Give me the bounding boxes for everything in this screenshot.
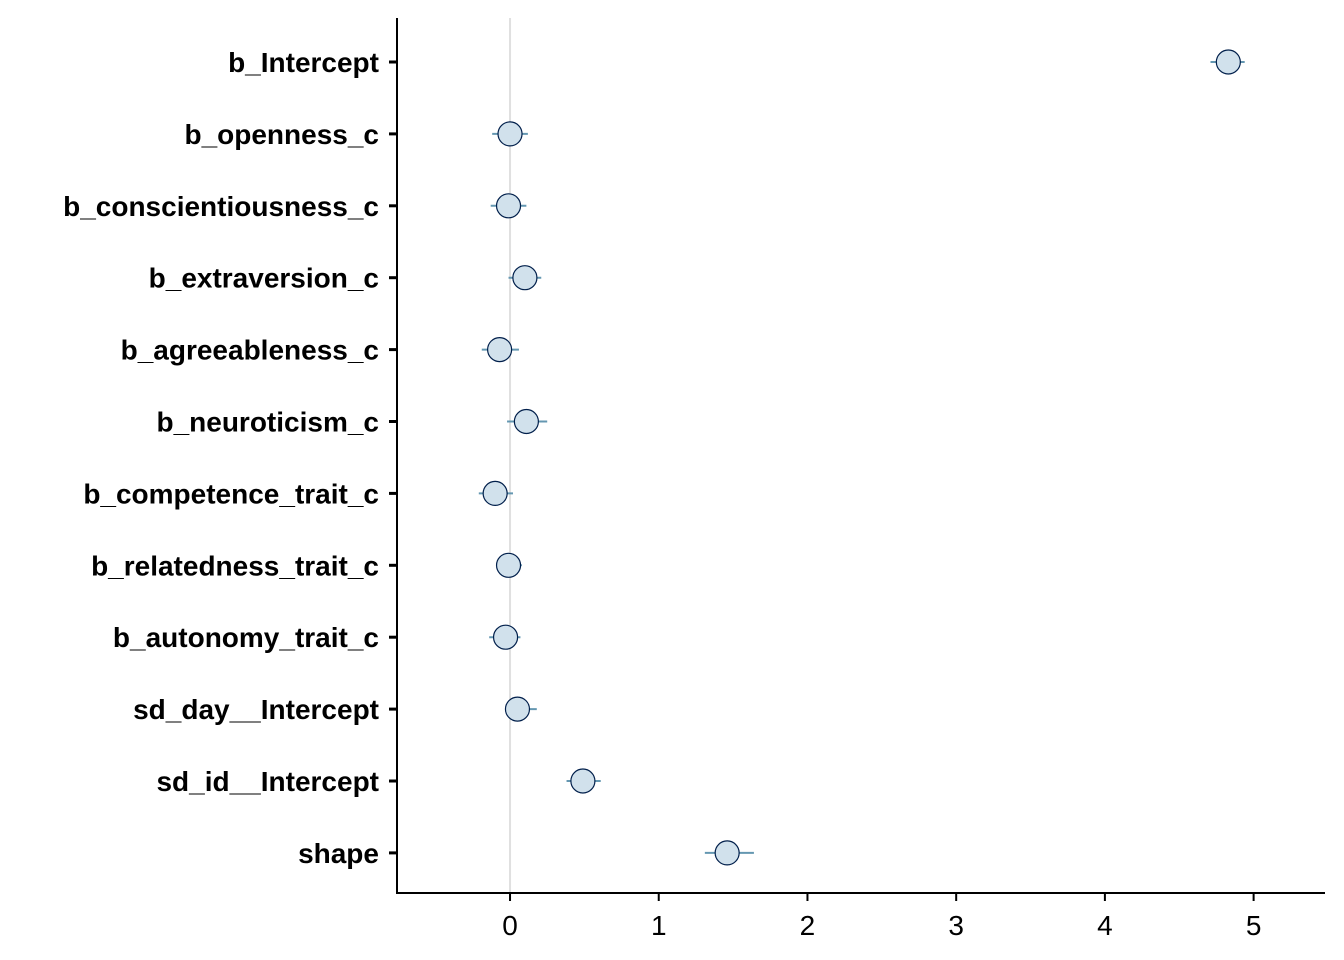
x-tick-label-1: 1 — [651, 910, 667, 941]
point-b-agreeableness-c — [487, 337, 513, 363]
point-b-openness-c — [497, 121, 523, 147]
y-label-b-intercept: b_Intercept — [228, 47, 379, 78]
point-b-autonomy-trait-c — [492, 624, 519, 650]
x-axis-labels: 0 1 2 3 4 5 — [502, 910, 1261, 941]
point-b-extraversion-c — [512, 265, 538, 291]
y-label-shape: shape — [298, 838, 379, 869]
interval-layer — [478, 61, 1245, 854]
x-tick-label-4: 4 — [1097, 910, 1113, 941]
point-layer — [482, 49, 1241, 866]
point-b-neuroticism-c — [513, 408, 539, 435]
point-b-competence-trait-c — [482, 480, 508, 506]
point-sd-day-intercept — [504, 696, 531, 722]
x-axis-ticks — [509, 893, 1255, 901]
y-axis-labels: b_Intercept b_openness_c b_conscientiousne… — [63, 47, 379, 869]
x-tick-label-3: 3 — [948, 910, 964, 941]
y-label-b-conscientiousness-c: b_conscientiousness_c — [63, 191, 379, 222]
y-label-b-relatedness-trait-c: b_relatedness_trait_c — [91, 550, 379, 581]
point-b-intercept — [1215, 49, 1241, 75]
y-label-b-autonomy-trait-c: b_autonomy_trait_c — [113, 622, 379, 653]
y-label-sd-id-intercept: sd_id__Intercept — [156, 766, 379, 797]
point-b-conscientiousness-c — [495, 193, 522, 219]
y-label-b-competence-trait-c: b_competence_trait_c — [83, 478, 379, 509]
y-label-b-neuroticism-c: b_neuroticism_c — [156, 407, 379, 438]
x-tick-label-2: 2 — [800, 910, 816, 941]
point-sd-id-intercept — [570, 768, 596, 794]
point-shape — [714, 840, 740, 866]
x-tick-label-0: 0 — [502, 910, 518, 941]
y-label-b-agreeableness-c: b_agreeableness_c — [121, 335, 379, 366]
x-tick-label-5: 5 — [1246, 910, 1262, 941]
y-axis-ticks — [389, 60, 397, 855]
y-label-b-extraversion-c: b_extraversion_c — [149, 263, 379, 294]
y-label-sd-day-intercept: sd_day__Intercept — [133, 694, 379, 725]
point-b-relatedness-trait-c — [495, 552, 522, 578]
y-label-b-openness-c: b_openness_c — [184, 119, 379, 150]
